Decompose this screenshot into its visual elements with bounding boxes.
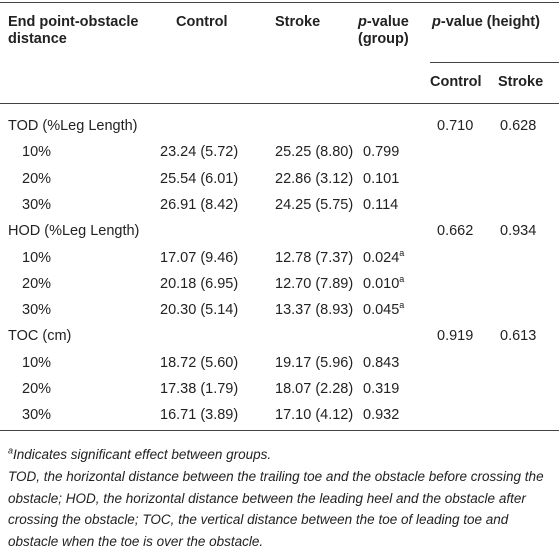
p-group-value: 0.101 bbox=[363, 171, 399, 188]
header-stroke: Stroke bbox=[275, 14, 321, 30]
level: 30% bbox=[22, 407, 52, 424]
stroke-value: 18.07 (2.28) bbox=[275, 381, 354, 397]
footnote: aIndicates significant effect between gr… bbox=[8, 444, 556, 466]
stroke-value: 17.10 (4.12) bbox=[275, 407, 354, 424]
top-rule bbox=[0, 2, 559, 3]
control-value: 16.71 (3.89) bbox=[160, 407, 239, 424]
p-height-stroke: 0.613 bbox=[500, 328, 537, 345]
p-text: 0.932 bbox=[363, 407, 400, 424]
level: 30% bbox=[22, 302, 52, 319]
footnote-mark: a bbox=[399, 300, 405, 311]
p-height-stroke: 0.628 bbox=[500, 118, 537, 134]
level: 20% bbox=[22, 381, 52, 397]
control-value: 18.72 (5.60) bbox=[160, 354, 239, 371]
bottom-rule bbox=[0, 430, 559, 431]
italic-p: p bbox=[432, 14, 441, 30]
p-text: 0.319 bbox=[363, 381, 400, 397]
sub-control: Control bbox=[430, 74, 482, 90]
footnote-text: TOD, the horizontal distance between the… bbox=[8, 469, 544, 549]
footnote-mark: a bbox=[399, 247, 405, 258]
italic-p: p bbox=[358, 14, 367, 30]
p-group-value: 0.010a bbox=[363, 273, 405, 293]
footnote-mark: a bbox=[8, 445, 14, 456]
p-height-stroke: 0.934 bbox=[500, 223, 537, 240]
header-label: End point-obstacle distance bbox=[8, 14, 139, 47]
p-text: 0.843 bbox=[363, 354, 400, 371]
group-label: TOD (%Leg Length) bbox=[8, 118, 138, 134]
control-value: 20.30 (5.14) bbox=[160, 302, 239, 319]
level: 20% bbox=[22, 275, 52, 292]
p-group-value: 0.045a bbox=[363, 300, 405, 319]
group-label: HOD (%Leg Length) bbox=[8, 223, 140, 240]
p-group-value: 0.319 bbox=[363, 381, 399, 398]
level: 10% bbox=[22, 249, 52, 266]
header-rest: -value (height) bbox=[440, 14, 540, 30]
p-height-control: 0.919 bbox=[437, 328, 474, 345]
p-height-control: 0.662 bbox=[437, 223, 474, 240]
header-p-group: p-value (group) bbox=[358, 14, 428, 48]
footnote-text: Indicates significant effect between gro… bbox=[13, 447, 272, 462]
stroke-value: 19.17 (5.96) bbox=[275, 354, 354, 371]
p-text: 0.024 bbox=[363, 249, 400, 266]
header-control: Control bbox=[176, 14, 228, 30]
p-group-value: 0.932 bbox=[363, 407, 399, 424]
p-text: 0.114 bbox=[363, 196, 399, 213]
p-group-value: 0.024a bbox=[363, 247, 405, 267]
p-height-control: 0.710 bbox=[437, 118, 474, 134]
control-value: 25.54 (6.01) bbox=[160, 170, 239, 187]
p-text: 0.045 bbox=[363, 302, 400, 319]
level: 30% bbox=[22, 196, 52, 213]
control-value: 20.18 (6.95) bbox=[160, 275, 239, 292]
p-text: 0.010 bbox=[363, 275, 400, 292]
header-p-height: p-value (height) bbox=[432, 14, 540, 31]
stroke-value: 13.37 (8.93) bbox=[275, 302, 354, 319]
p-text: 0.799 bbox=[363, 144, 400, 161]
group-label: TOC (cm) bbox=[8, 328, 72, 345]
p-group-value: 0.114 bbox=[363, 197, 398, 214]
stroke-value: 22.86 (3.12) bbox=[275, 170, 354, 187]
level: 20% bbox=[22, 170, 52, 187]
control-value: 17.07 (9.46) bbox=[160, 249, 239, 266]
control-value: 23.24 (5.72) bbox=[160, 144, 239, 161]
header-rule bbox=[0, 103, 559, 104]
header-rest: -value (group) bbox=[358, 14, 409, 47]
level: 10% bbox=[22, 354, 52, 371]
p-group-value: 0.799 bbox=[363, 144, 399, 161]
stroke-value: 12.70 (7.89) bbox=[275, 275, 354, 292]
stroke-value: 25.25 (8.80) bbox=[275, 144, 354, 161]
stroke-value: 12.78 (7.37) bbox=[275, 249, 354, 266]
control-value: 17.38 (1.79) bbox=[160, 381, 239, 397]
sub-rule bbox=[430, 62, 559, 63]
stroke-value: 24.25 (5.75) bbox=[275, 196, 354, 213]
footnote: TOD, the horizontal distance between the… bbox=[8, 466, 556, 552]
level: 10% bbox=[22, 144, 52, 161]
sub-stroke: Stroke bbox=[498, 74, 544, 90]
p-group-value: 0.843 bbox=[363, 355, 399, 372]
control-value: 26.91 (8.42) bbox=[160, 196, 239, 213]
p-text: 0.101 bbox=[363, 170, 400, 187]
footnote-mark: a bbox=[399, 273, 405, 284]
